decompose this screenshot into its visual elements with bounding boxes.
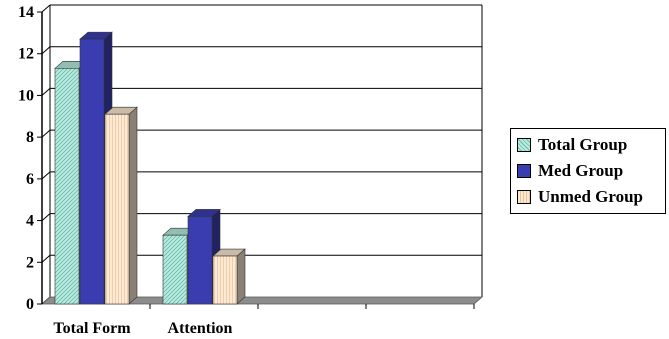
wall-connector: [41, 171, 51, 180]
bar-unmed-group: [212, 255, 238, 305]
legend-label: Med Group: [538, 161, 624, 180]
bar-total-group: [162, 234, 188, 305]
wall-connector: [41, 88, 51, 96]
legend-item: Med Group: [517, 160, 623, 182]
x-category-label: Attention: [168, 320, 233, 337]
x-category-label: Total Form: [53, 320, 131, 337]
legend-label: Total Group: [538, 135, 628, 154]
y-tick-label: 10: [18, 87, 34, 104]
y-tick-label: 4: [26, 213, 34, 230]
wall-connector: [41, 213, 51, 221]
legend-swatch: [517, 138, 531, 152]
legend-swatch: [517, 164, 531, 178]
y-tick-label: 14: [18, 4, 34, 21]
legend-item: Unmed Group: [517, 186, 643, 208]
legend-label: Unmed Group: [538, 187, 644, 206]
y-tick-label: 0: [26, 296, 34, 313]
legend-item: Total Group: [517, 134, 627, 156]
legend-swatch: [517, 190, 531, 204]
y-tick-label: 6: [26, 171, 34, 188]
y-tick-label: 2: [26, 254, 34, 271]
chart-legend: Total Group Med Group Unmed Group: [510, 128, 666, 214]
wall-connector: [41, 4, 51, 13]
wall-connector: [41, 46, 51, 55]
bar-med-group: [79, 38, 105, 305]
bar-med-group: [187, 216, 213, 305]
bar-unmed-group: [104, 113, 130, 305]
bar-total-group: [54, 68, 80, 305]
y-tick-label: 12: [18, 46, 34, 63]
bar-side: [128, 106, 138, 305]
chart-floor: [40, 296, 484, 305]
wall-connector: [41, 129, 51, 138]
bar-side: [236, 248, 246, 305]
wall-connector: [41, 254, 51, 263]
y-tick-label: 8: [26, 129, 34, 146]
